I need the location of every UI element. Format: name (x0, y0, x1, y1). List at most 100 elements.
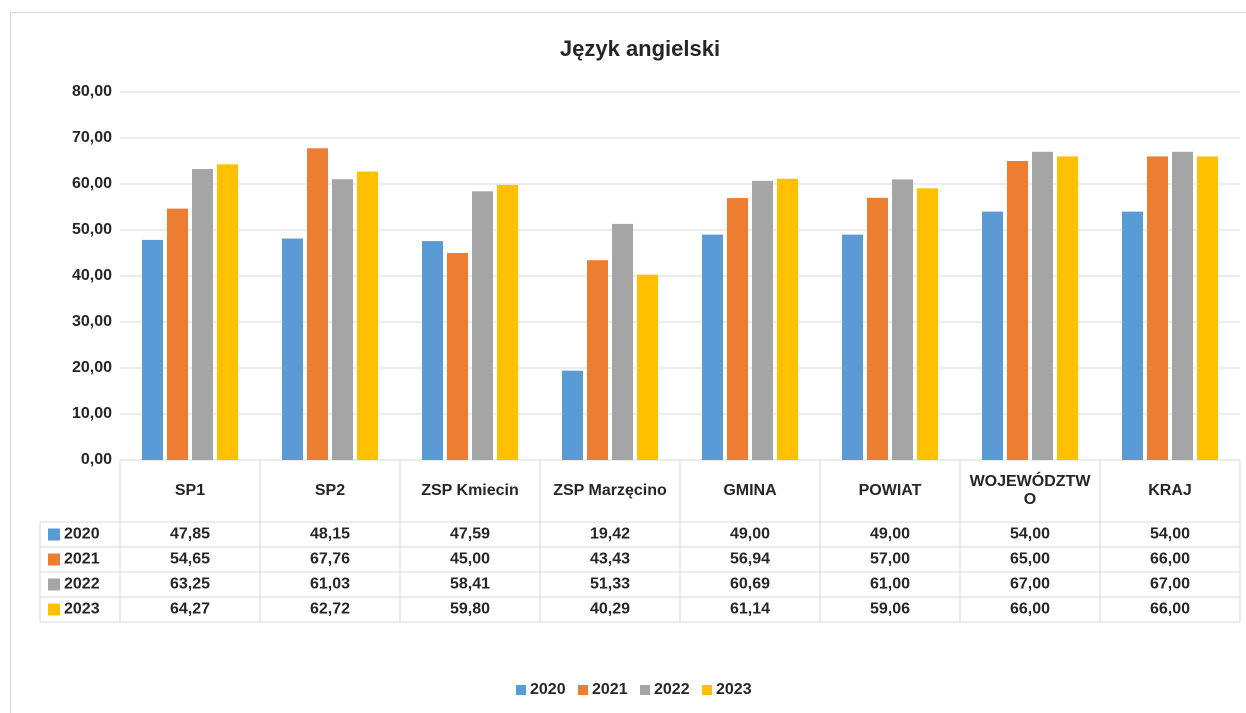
table-value: 58,41 (450, 576, 490, 593)
y-tick-label: 10,00 (72, 405, 112, 422)
bar (727, 198, 748, 461)
table-value: 65,00 (1010, 551, 1050, 568)
legend-key (702, 685, 712, 695)
bar (192, 169, 213, 461)
bar (917, 188, 938, 460)
table-series-name: 2020 (64, 526, 100, 543)
bar (982, 211, 1003, 460)
bar (842, 234, 863, 460)
table-value: 51,33 (590, 576, 630, 593)
legend-label: 2022 (654, 681, 690, 698)
bar (1057, 156, 1078, 460)
x-tick-label: SP2 (314, 482, 346, 499)
table-value: 61,03 (310, 576, 350, 593)
x-tick-label-box: SP1 (174, 482, 206, 499)
table-value: 56,94 (730, 551, 770, 568)
table-legend-key (48, 603, 60, 616)
table-value: 49,00 (870, 526, 910, 543)
bar (447, 253, 468, 460)
bar (282, 238, 303, 460)
table-value: 47,59 (450, 526, 490, 543)
table-value: 66,00 (1150, 601, 1190, 618)
bar (702, 234, 723, 460)
table-value: 54,00 (1010, 526, 1050, 543)
y-tick-label: 40,00 (72, 267, 112, 284)
bar (422, 241, 443, 460)
bar (637, 274, 658, 460)
y-tick-label: 20,00 (72, 359, 112, 376)
table-value: 62,72 (310, 601, 350, 618)
x-tick-label-box: GMINA (723, 482, 777, 499)
bar (142, 239, 163, 460)
bar (587, 260, 608, 460)
legend-key (640, 685, 650, 695)
bar (167, 208, 188, 460)
bar (1007, 161, 1028, 460)
bar (562, 370, 583, 460)
y-tick-label: 30,00 (72, 313, 112, 330)
x-tick-label-box: KRAJ (1148, 482, 1192, 499)
y-tick-label: 50,00 (72, 221, 112, 238)
bar (1032, 151, 1053, 461)
table-series-name: 2021 (64, 551, 100, 568)
table-legend-key (48, 528, 60, 541)
table-value: 64,27 (170, 601, 210, 618)
bar (1172, 151, 1193, 461)
x-tick-label-box: WOJEWÓDZTWO (969, 473, 1091, 508)
table-value: 57,00 (870, 551, 910, 568)
x-tick-label: ZSP Marzęcino (553, 482, 667, 499)
legend-key (578, 685, 588, 695)
table-value: 47,85 (170, 526, 210, 543)
table-value: 66,00 (1150, 551, 1190, 568)
bar (497, 184, 518, 461)
x-tick-label: POWIAT (858, 482, 922, 499)
table-legend-key (48, 553, 60, 566)
bar (612, 223, 633, 460)
x-tick-label-box: SP2 (314, 482, 346, 499)
table-value: 61,14 (730, 601, 770, 618)
table-value: 49,00 (730, 526, 770, 543)
x-tick-label: KRAJ (1148, 482, 1192, 499)
table-value: 45,00 (450, 551, 490, 568)
table-value: 48,15 (310, 526, 350, 543)
bar (217, 164, 238, 460)
table-value: 66,00 (1010, 601, 1050, 618)
table-value: 19,42 (590, 526, 630, 543)
bar (357, 171, 378, 460)
table-value: 67,00 (1010, 576, 1050, 593)
bar (1147, 156, 1168, 460)
x-tick-label: ZSP Kmiecin (421, 482, 519, 499)
table-value: 61,00 (870, 576, 910, 593)
table-value: 43,43 (590, 551, 630, 568)
bar (332, 179, 353, 460)
table-value: 67,76 (310, 551, 350, 568)
table-series-name: 2022 (64, 576, 100, 593)
legend-key (516, 685, 526, 695)
table-value: 59,80 (450, 601, 490, 618)
y-tick-label: 0,00 (81, 451, 112, 468)
legend-label: 2020 (530, 681, 566, 698)
table-value: 67,00 (1150, 576, 1190, 593)
bar (867, 197, 888, 461)
y-tick-label: 70,00 (72, 129, 112, 146)
table-legend-key (48, 578, 60, 591)
bar (892, 179, 913, 460)
x-tick-label: SP1 (174, 482, 206, 499)
bar (472, 191, 493, 460)
y-tick-label: 80,00 (72, 83, 112, 100)
bar (1122, 211, 1143, 460)
legend-label: 2021 (592, 681, 628, 698)
table-value: 54,00 (1150, 526, 1190, 543)
table-value: 59,06 (870, 601, 910, 618)
x-tick-label-box: ZSP Marzęcino (553, 482, 667, 499)
bar (777, 178, 798, 461)
table-series-name: 2023 (64, 601, 100, 618)
x-tick-label: GMINA (723, 482, 777, 499)
table-value: 40,29 (590, 601, 630, 618)
x-tick-label-box: ZSP Kmiecin (421, 482, 519, 499)
bar (752, 180, 773, 461)
table-value: 54,65 (170, 551, 210, 568)
bar (307, 148, 328, 460)
x-tick-label: WOJEWÓDZTWO (969, 473, 1091, 508)
